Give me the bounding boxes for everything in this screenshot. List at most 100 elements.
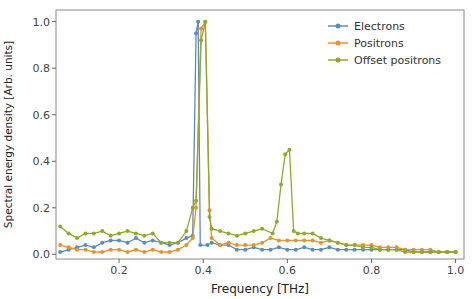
- point: [191, 206, 195, 210]
- point: [117, 231, 121, 235]
- point: [176, 241, 180, 245]
- point: [437, 250, 441, 254]
- point: [109, 238, 113, 242]
- point: [296, 231, 300, 235]
- point: [151, 231, 155, 235]
- point: [353, 243, 357, 247]
- point: [203, 20, 207, 24]
- point: [353, 248, 357, 252]
- point: [260, 227, 264, 231]
- point: [319, 236, 323, 240]
- point: [184, 229, 188, 233]
- y-tick: [52, 161, 56, 162]
- point: [386, 248, 390, 252]
- point: [403, 250, 407, 254]
- series-line: [60, 22, 455, 252]
- point: [260, 241, 264, 245]
- x-tick: [455, 259, 456, 263]
- point: [275, 220, 279, 224]
- point: [199, 27, 203, 31]
- point: [67, 245, 71, 249]
- point: [252, 229, 256, 233]
- point: [168, 250, 172, 254]
- point: [344, 243, 348, 247]
- legend-label: Electrons: [354, 20, 405, 33]
- point: [159, 241, 163, 245]
- point: [134, 236, 138, 240]
- y-tick: [52, 254, 56, 255]
- point: [327, 245, 331, 249]
- point: [109, 248, 113, 252]
- point: [361, 245, 365, 249]
- x-tick-label: 0.6: [279, 264, 297, 277]
- y-tick: [52, 114, 56, 115]
- point: [260, 248, 264, 252]
- point: [210, 227, 214, 231]
- point: [353, 243, 357, 247]
- y-tick: [52, 207, 56, 208]
- point: [83, 243, 87, 247]
- point: [319, 248, 323, 252]
- point: [75, 236, 79, 240]
- point: [311, 238, 315, 242]
- point: [75, 248, 79, 252]
- point: [194, 31, 198, 35]
- point: [369, 245, 373, 249]
- point: [218, 243, 222, 247]
- point: [336, 248, 340, 252]
- point: [203, 20, 207, 24]
- point: [420, 250, 424, 254]
- point: [420, 250, 424, 254]
- point: [243, 231, 247, 235]
- x-tick-label: 0.4: [194, 264, 212, 277]
- point: [126, 250, 130, 254]
- point: [437, 250, 441, 254]
- point: [294, 248, 298, 252]
- point: [210, 236, 214, 240]
- point: [126, 229, 130, 233]
- point: [252, 243, 256, 247]
- point: [412, 250, 416, 254]
- x-tick-label: 0.8: [363, 264, 381, 277]
- point: [92, 231, 96, 235]
- point: [176, 241, 180, 245]
- x-tick-label: 0.2: [110, 264, 128, 277]
- point: [134, 248, 138, 252]
- point: [285, 248, 289, 252]
- point: [100, 241, 104, 245]
- chart: 0.20.40.60.81.00.00.20.40.60.81.0Frequen…: [0, 0, 474, 299]
- point: [218, 229, 222, 233]
- point: [117, 248, 121, 252]
- point: [287, 148, 291, 152]
- point: [428, 250, 432, 254]
- point: [269, 248, 273, 252]
- point: [67, 231, 71, 235]
- point: [109, 234, 113, 238]
- legend-label: Positrons: [354, 37, 404, 50]
- point: [196, 20, 200, 24]
- point: [159, 250, 163, 254]
- point: [208, 215, 212, 219]
- point: [279, 183, 283, 187]
- point: [83, 231, 87, 235]
- point: [271, 231, 275, 235]
- legend: ElectronsPositronsOffset positrons: [328, 20, 441, 67]
- point: [235, 243, 239, 247]
- point: [218, 243, 222, 247]
- point: [319, 241, 323, 245]
- point: [194, 199, 198, 203]
- point: [277, 238, 281, 242]
- point: [269, 236, 273, 240]
- point: [58, 250, 62, 254]
- point: [336, 241, 340, 245]
- point: [142, 234, 146, 238]
- y-tick-label: 1.0: [33, 16, 51, 29]
- point: [58, 224, 62, 228]
- point: [454, 250, 458, 254]
- point: [344, 248, 348, 252]
- y-tick-label: 0.0: [33, 248, 51, 261]
- point: [437, 250, 441, 254]
- point: [378, 248, 382, 252]
- point: [386, 248, 390, 252]
- point: [199, 38, 203, 42]
